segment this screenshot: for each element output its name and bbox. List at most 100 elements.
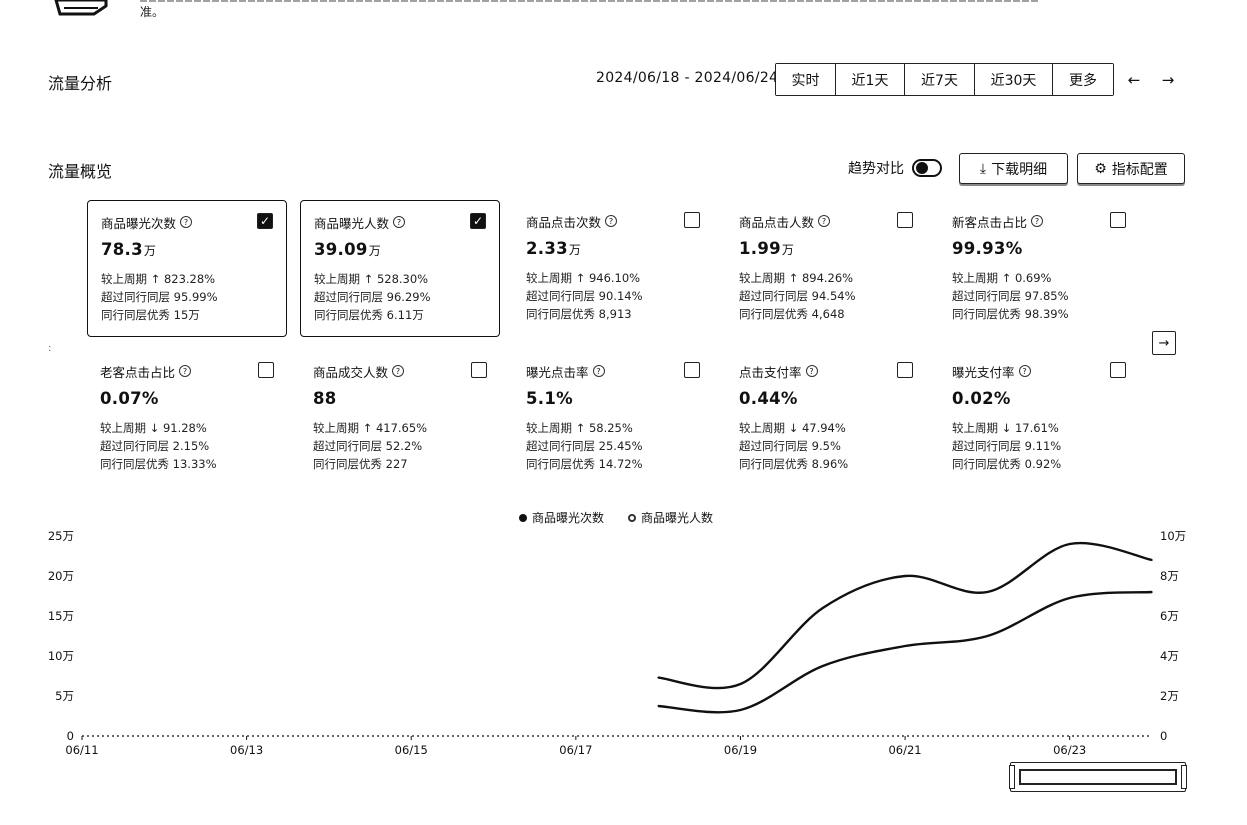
x-tick-label: 06/23 [1053, 743, 1086, 757]
metric-name: 曝光支付率 [952, 364, 1015, 380]
series-point-1[interactable] [739, 709, 742, 711]
question-icon[interactable]: ? [1018, 365, 1031, 377]
series-point-0[interactable] [657, 676, 659, 679]
series-point-0[interactable] [821, 607, 824, 609]
metric-checkbox[interactable] [897, 362, 913, 378]
metric-checkbox[interactable] [258, 362, 274, 378]
y-left-tick-label: 0 [67, 729, 74, 743]
question-icon[interactable]: ? [393, 216, 406, 228]
metric-checkbox[interactable] [684, 362, 700, 378]
download-icon: ⤓ [979, 160, 987, 177]
y-left-tick-label: 20万 [48, 569, 74, 583]
metric-checkbox[interactable] [1110, 212, 1126, 228]
metric-card[interactable]: 曝光点击率? 5.1% 较上周期 ↑ 58.25% 超过同行同层 25.45% 同行同层… [513, 350, 713, 487]
range-7day-button[interactable]: 近7天 [905, 64, 975, 95]
slider-window [1019, 769, 1177, 785]
top-notice: 准。 [0, 0, 1247, 30]
range-realtime-button[interactable]: 实时 [776, 64, 836, 95]
series-point-1[interactable] [1068, 597, 1071, 599]
range-30day-button[interactable]: 近30天 [975, 64, 1053, 95]
series-point-0[interactable] [986, 591, 989, 593]
notice-icon [54, 0, 108, 16]
metric-card[interactable]: 商品曝光次数? ✓ 78.3万 较上周期 ↑ 823.28% 超过同行同层 95.99%… [87, 200, 287, 337]
config-label: 指标配置 [1111, 161, 1168, 178]
metric-name: 老客点击占比 [100, 364, 176, 380]
x-tick-label: 06/13 [230, 743, 263, 757]
legend-dot-icon [628, 513, 637, 522]
metric-card-head: 新客点击占比? [952, 212, 1126, 230]
metric-card-head: 商品曝光人数? [314, 213, 486, 231]
metric-card[interactable]: 商品成交人数? 88 较上周期 ↑ 417.65% 超过同行同层 52.2% 同行同层优… [300, 350, 500, 487]
metric-name: 商品曝光人数 [314, 215, 390, 231]
trend-compare-toggle[interactable] [912, 159, 942, 177]
metric-change: 较上周期 ↓ 91.28% [100, 421, 207, 435]
range-1day-button[interactable]: 近1天 [836, 64, 905, 95]
metric-checkbox[interactable]: ✓ [257, 213, 273, 229]
question-icon[interactable]: ? [1031, 215, 1044, 227]
legend-item-exposure-users[interactable]: 商品曝光人数 [628, 509, 713, 526]
metric-peer-best: 同行同层优秀 0.92% [952, 457, 1062, 471]
metric-card[interactable]: 商品曝光人数? ✓ 39.09万 较上周期 ↑ 528.30% 超过同行同层 96.29… [300, 200, 500, 337]
metric-details: 较上周期 ↑ 946.10% 超过同行同层 90.14% 同行同层优秀 8,913 [526, 269, 700, 323]
slider-right-handle[interactable] [1181, 765, 1187, 789]
series-point-1[interactable] [904, 645, 906, 647]
metric-card-head: 商品点击人数? [739, 212, 913, 230]
metric-unit: 万 [568, 243, 582, 257]
metric-card[interactable]: 新客点击占比? 99.93% 较上周期 ↑ 0.69% 超过同行同层 97.85% 同行… [939, 200, 1139, 337]
notice-text: 准。 [140, 0, 1040, 21]
metric-value-row: 88 [313, 389, 487, 408]
x-tick-label: 06/21 [888, 743, 921, 757]
metric-change: 较上周期 ↓ 47.94% [739, 421, 846, 435]
metric-config-button[interactable]: ⚙ 指标配置 [1077, 153, 1185, 184]
metric-value-row: 0.02% [952, 389, 1126, 408]
series-point-0[interactable] [1068, 543, 1071, 545]
slider-left-handle[interactable] [1009, 765, 1015, 789]
metric-card[interactable]: 老客点击占比? 0.07% 较上周期 ↓ 91.28% 超过同行同层 2.15% 同行同… [87, 350, 287, 487]
metric-unit: 万 [368, 244, 382, 258]
range-more-button[interactable]: 更多 [1053, 64, 1113, 95]
series-point-1[interactable] [657, 705, 659, 707]
chart-zoom-slider[interactable] [1009, 762, 1187, 792]
question-icon[interactable]: ? [592, 365, 605, 377]
date-range[interactable]: 2024/06/18 - 2024/06/24 [596, 70, 779, 86]
metric-checkbox[interactable] [897, 212, 913, 228]
metric-peer-rank: 超过同行同层 94.54% [739, 289, 856, 303]
metric-card[interactable]: 商品点击人数? 1.99万 较上周期 ↑ 894.26% 超过同行同层 94.54% 同… [726, 200, 926, 337]
metric-peer-best: 同行同层优秀 227 [313, 457, 408, 471]
metric-details: 较上周期 ↑ 58.25% 超过同行同层 25.45% 同行同层优秀 14.72% [526, 419, 700, 473]
question-icon[interactable]: ? [179, 365, 192, 377]
series-point-0[interactable] [1151, 559, 1153, 561]
next-period-icon[interactable]: → [1161, 71, 1175, 89]
series-point-0[interactable] [904, 575, 906, 577]
metric-peer-best: 同行同层优秀 98.39% [952, 307, 1069, 321]
metric-card[interactable]: 点击支付率? 0.44% 较上周期 ↓ 47.94% 超过同行同层 9.5% 同行同层优… [726, 350, 926, 487]
metric-peer-rank: 超过同行同层 9.5% [739, 439, 841, 453]
metric-checkbox[interactable] [471, 362, 487, 378]
metric-card[interactable]: 商品点击次数? 2.33万 较上周期 ↑ 946.10% 超过同行同层 90.14% 同… [513, 200, 713, 337]
metric-card[interactable]: 曝光支付率? 0.02% 较上周期 ↓ 17.61% 超过同行同层 9.11% 同行同层… [939, 350, 1139, 487]
question-icon[interactable]: ? [805, 365, 818, 377]
metric-name: 点击支付率 [739, 364, 802, 380]
download-detail-button[interactable]: ⤓ 下载明细 [959, 153, 1068, 184]
question-icon[interactable]: ? [180, 216, 193, 228]
series-point-1[interactable] [986, 635, 989, 637]
question-icon[interactable]: ? [605, 215, 618, 227]
metric-value: 0.02% [952, 389, 1011, 408]
metric-details: 较上周期 ↑ 894.26% 超过同行同层 94.54% 同行同层优秀 4,648 [739, 269, 913, 323]
y-right-tick-label: 6万 [1160, 609, 1179, 623]
series-line-1 [658, 590, 1153, 714]
metric-checkbox[interactable] [684, 212, 700, 228]
y-left-tick-label: 10万 [48, 649, 74, 663]
metric-checkbox[interactable] [1110, 362, 1126, 378]
question-icon[interactable]: ? [818, 215, 831, 227]
metric-next-icon[interactable]: → [1152, 331, 1176, 355]
question-icon[interactable]: ? [392, 365, 405, 377]
metric-checkbox[interactable]: ✓ [470, 213, 486, 229]
metric-value: 99.93% [952, 239, 1023, 258]
series-point-1[interactable] [821, 665, 824, 667]
series-point-0[interactable] [739, 683, 742, 685]
metric-details: 较上周期 ↑ 823.28% 超过同行同层 95.99% 同行同层优秀 15万 [101, 270, 273, 324]
series-point-1[interactable] [1151, 591, 1153, 593]
prev-period-icon[interactable]: ← [1127, 71, 1141, 89]
legend-item-exposure-count[interactable]: 商品曝光次数 [519, 509, 604, 526]
